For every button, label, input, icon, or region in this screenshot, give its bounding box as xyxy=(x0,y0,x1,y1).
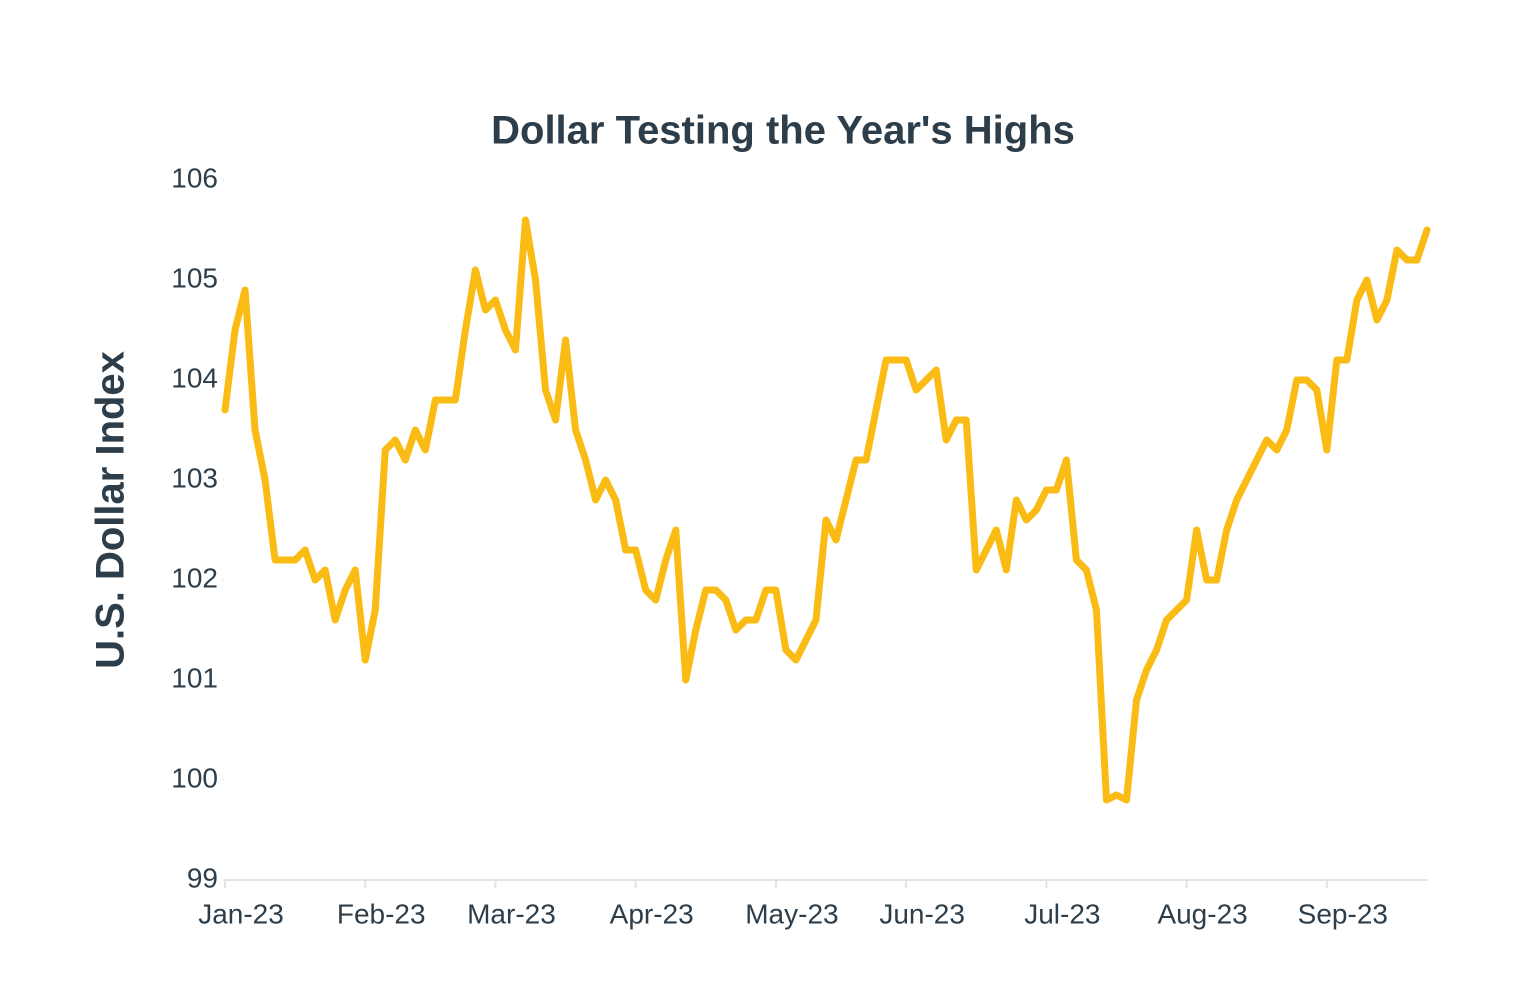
x-tick-label: Apr-23 xyxy=(610,898,694,929)
x-tick-label: Sep-23 xyxy=(1298,898,1388,929)
y-tick-label: 102 xyxy=(171,562,218,593)
data-line xyxy=(221,216,1431,804)
x-tick-label: Jan-23 xyxy=(198,898,284,929)
x-tick-label: Jul-23 xyxy=(1024,898,1100,929)
x-tick-label: Feb-23 xyxy=(337,898,426,929)
y-tick-label: 100 xyxy=(171,762,218,793)
x-tick-label: May-23 xyxy=(745,898,838,929)
y-tick-label: 101 xyxy=(171,662,218,693)
y-tick-label: 106 xyxy=(171,162,218,193)
y-tick-label: 105 xyxy=(171,262,218,293)
y-axis-label: U.S. Dollar Index xyxy=(89,351,133,669)
y-tick-label: 99 xyxy=(187,862,218,893)
y-tick-label: 103 xyxy=(171,462,218,493)
chart-title: Dollar Testing the Year's Highs xyxy=(491,109,1075,153)
x-tick-label: Aug-23 xyxy=(1157,898,1247,929)
y-tick-label: 104 xyxy=(171,362,218,393)
x-tick-label: Jun-23 xyxy=(879,898,965,929)
x-tick-label: Mar-23 xyxy=(467,898,556,929)
